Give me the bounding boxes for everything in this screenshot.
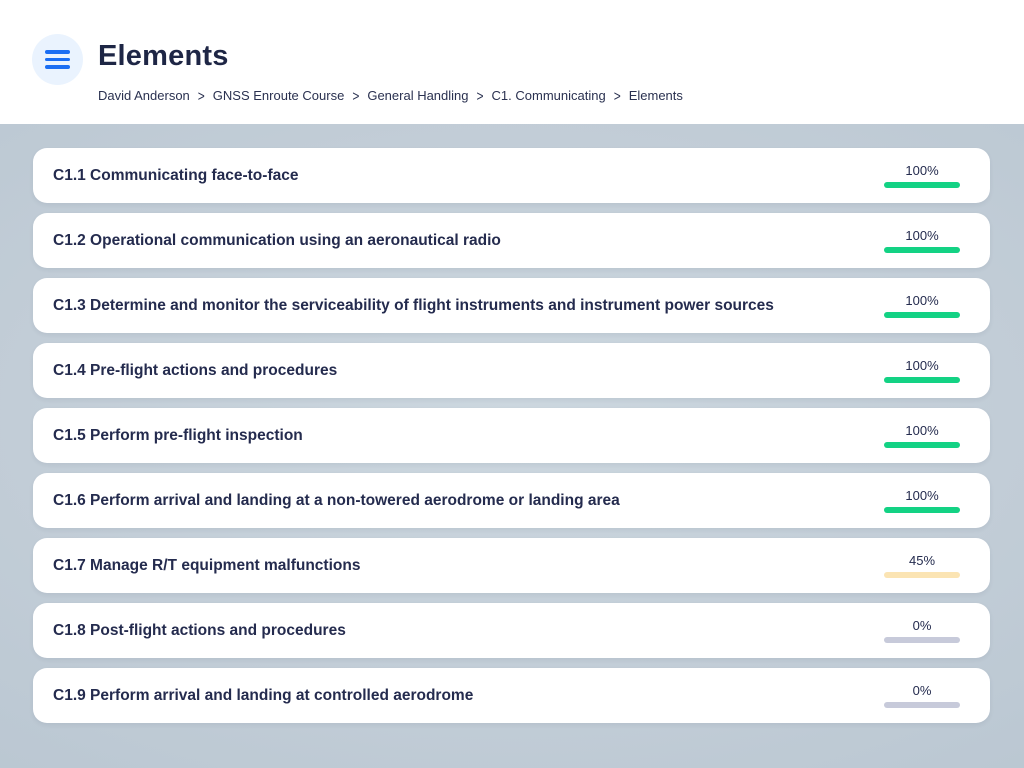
progress-track xyxy=(884,246,960,253)
page-title: Elements xyxy=(98,40,229,72)
progress-percent: 100% xyxy=(905,227,939,243)
progress-indicator: 100% xyxy=(884,489,960,513)
element-label: C1.3 Determine and monitor the serviceab… xyxy=(53,296,774,314)
progress-track xyxy=(884,181,960,188)
element-label: C1.1 Communicating face-to-face xyxy=(53,166,299,184)
progress-indicator: 100% xyxy=(884,359,960,383)
breadcrumb-item-current: Elements xyxy=(628,88,683,103)
progress-track xyxy=(884,701,960,708)
progress-indicator: 0% xyxy=(884,619,960,643)
breadcrumb-item-course[interactable]: GNSS Enroute Course xyxy=(212,88,345,103)
header: Elements David Anderson > GNSS Enroute C… xyxy=(0,0,1024,124)
element-row[interactable]: C1.7 Manage R/T equipment malfunctions 4… xyxy=(33,538,990,593)
element-label: C1.8 Post-flight actions and procedures xyxy=(53,621,346,639)
element-label: C1.5 Perform pre-flight inspection xyxy=(53,426,303,444)
progress-indicator: 100% xyxy=(884,229,960,253)
element-row[interactable]: C1.1 Communicating face-to-face 100% xyxy=(33,148,990,203)
hamburger-menu-button[interactable] xyxy=(32,34,83,85)
progress-percent: 0% xyxy=(912,682,932,698)
progress-track xyxy=(884,376,960,383)
element-label: C1.9 Perform arrival and landing at cont… xyxy=(53,686,474,704)
element-row[interactable]: C1.4 Pre-flight actions and procedures 1… xyxy=(33,343,990,398)
elements-list-background: C1.1 Communicating face-to-face 100% C1.… xyxy=(0,124,1024,768)
element-row[interactable]: C1.9 Perform arrival and landing at cont… xyxy=(33,668,990,723)
progress-percent: 0% xyxy=(912,617,932,633)
progress-track xyxy=(884,441,960,448)
element-label: C1.2 Operational communication using an … xyxy=(53,231,501,249)
chevron-right-icon: > xyxy=(352,86,360,105)
chevron-right-icon: > xyxy=(197,86,205,105)
element-label: C1.4 Pre-flight actions and procedures xyxy=(53,361,338,379)
progress-percent: 100% xyxy=(905,422,939,438)
breadcrumb-item-section[interactable]: General Handling xyxy=(367,88,469,103)
element-label: C1.6 Perform arrival and landing at a no… xyxy=(53,491,620,509)
breadcrumb: David Anderson > GNSS Enroute Course > G… xyxy=(98,86,683,105)
element-row[interactable]: C1.2 Operational communication using an … xyxy=(33,213,990,268)
chevron-right-icon: > xyxy=(613,86,621,105)
chevron-right-icon: > xyxy=(476,86,484,105)
progress-percent: 45% xyxy=(908,552,936,568)
elements-list: C1.1 Communicating face-to-face 100% C1.… xyxy=(33,148,990,723)
element-label: C1.7 Manage R/T equipment malfunctions xyxy=(53,556,361,574)
progress-track xyxy=(884,506,960,513)
breadcrumb-item-unit[interactable]: C1. Communicating xyxy=(491,88,606,103)
progress-indicator: 0% xyxy=(884,684,960,708)
element-row[interactable]: C1.8 Post-flight actions and procedures … xyxy=(33,603,990,658)
element-row[interactable]: C1.3 Determine and monitor the serviceab… xyxy=(33,278,990,333)
progress-indicator: 100% xyxy=(884,424,960,448)
progress-indicator: 45% xyxy=(884,554,960,578)
element-row[interactable]: C1.5 Perform pre-flight inspection 100% xyxy=(33,408,990,463)
element-row[interactable]: C1.6 Perform arrival and landing at a no… xyxy=(33,473,990,528)
progress-percent: 100% xyxy=(905,162,939,178)
progress-percent: 100% xyxy=(905,292,939,308)
breadcrumb-item-user[interactable]: David Anderson xyxy=(98,88,190,103)
progress-percent: 100% xyxy=(905,487,939,503)
progress-track xyxy=(884,636,960,643)
progress-indicator: 100% xyxy=(884,294,960,318)
progress-track xyxy=(884,311,960,318)
progress-track xyxy=(884,571,960,578)
progress-indicator: 100% xyxy=(884,164,960,188)
progress-percent: 100% xyxy=(905,357,939,373)
hamburger-icon xyxy=(45,50,70,54)
